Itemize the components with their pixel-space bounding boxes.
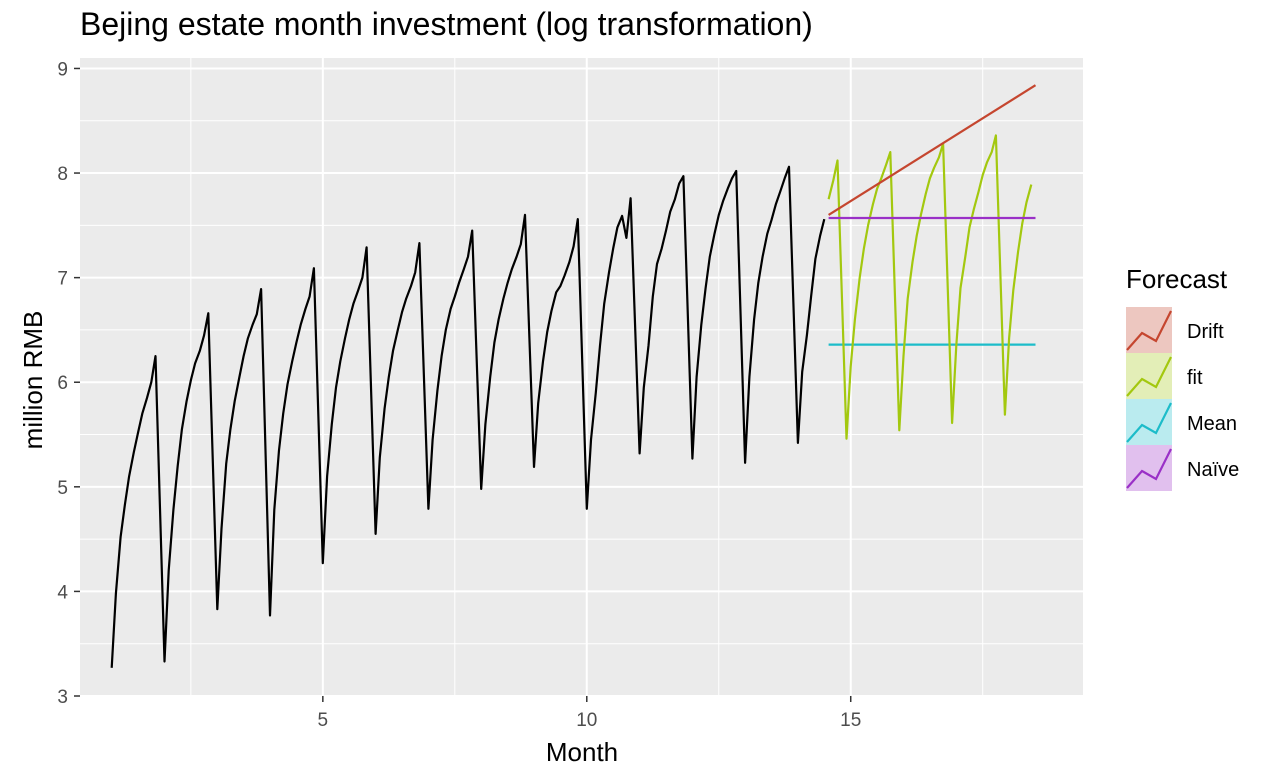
chart-title: Bejing estate month investment (log tran… [80,6,813,42]
legend-label: fit [1187,367,1203,389]
legend-item: Mean [1126,399,1237,445]
legend-item: fit [1126,353,1203,399]
x-tick-labels: 5 10 15 [318,710,862,731]
series-layer [110,84,1037,668]
y-axis-title: million RMB [18,311,48,450]
y-tick-label: 8 [57,164,68,185]
legend-key-line [1126,310,1172,351]
series-line-fit [827,134,1033,440]
legend-label: Mean [1187,413,1237,435]
legend-key-fill [1126,307,1172,353]
axis-ticks [74,67,852,702]
legend-key-fill [1126,399,1172,445]
x-tick-label: 15 [840,710,861,731]
legend-key-fill [1126,445,1172,491]
legend-key-line [1126,402,1172,443]
legend-key-line [1126,448,1172,489]
legend-item: Drift [1126,307,1224,353]
legend: Forecast Drift fit Mean Naïve [1126,264,1239,491]
y-tick-label: 5 [57,478,68,499]
legend-key-line [1126,356,1172,397]
y-tick-label: 3 [57,687,68,708]
legend-item: Naïve [1126,445,1239,491]
legend-label: Drift [1187,321,1224,343]
y-tick-label: 9 [57,59,68,80]
x-tick-label: 10 [576,710,597,731]
y-tick-label: 7 [57,269,68,290]
y-tick-label: 6 [57,373,68,394]
grid-minor [80,58,1083,696]
legend-label: Naïve [1187,459,1239,481]
y-tick-label: 4 [57,582,68,603]
x-axis-title: Month [546,737,618,767]
x-tick-label: 5 [318,710,329,731]
legend-title: Forecast [1126,264,1228,294]
series-line-drift [828,84,1037,216]
plot-panel [80,58,1083,696]
legend-key-fill [1126,353,1172,399]
observed-series-line [110,165,826,668]
y-tick-labels: 3 4 5 6 7 8 9 [57,59,68,708]
